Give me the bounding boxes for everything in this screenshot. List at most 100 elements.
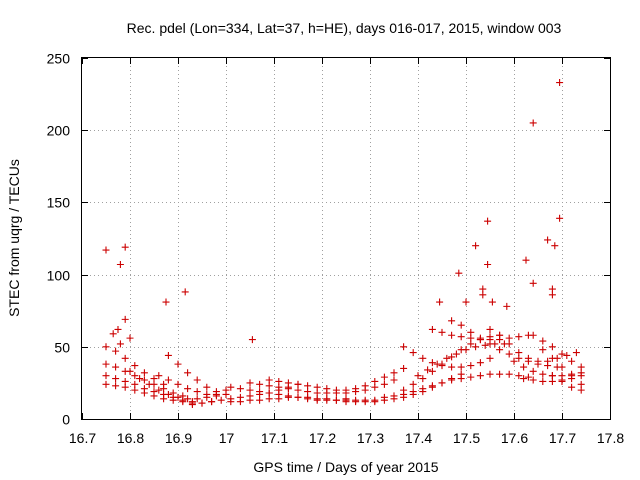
data-point [140, 389, 148, 397]
data-point [390, 376, 398, 384]
data-point [505, 350, 513, 358]
data-point [114, 325, 122, 333]
data-point [558, 363, 566, 371]
data-point [448, 376, 456, 384]
data-point [577, 372, 585, 380]
data-point [436, 298, 444, 306]
y-axis-ticks: 0 50 100 150 200 250 [47, 51, 610, 428]
data-point [548, 291, 556, 299]
data-point [198, 399, 206, 407]
data-point [409, 349, 417, 357]
data-point [179, 398, 187, 406]
data-point [476, 334, 484, 342]
data-point [467, 328, 475, 336]
data-point [246, 379, 254, 387]
data-point [217, 396, 225, 404]
data-point [248, 336, 256, 344]
x-tick-label: 17.1 [261, 430, 288, 446]
data-point [342, 386, 350, 394]
y-axis-label: STEC from uqrg / TECUs [6, 159, 22, 317]
data-point [515, 349, 523, 357]
data-point [524, 373, 532, 381]
x-axis-ticks: 16.7 16.8 16.9 17 17.1 17.2 17.3 17.4 17.5 17.6 17… [69, 58, 624, 446]
data-point [522, 256, 530, 264]
data-point [246, 396, 254, 404]
data-point [246, 386, 254, 394]
data-points [102, 79, 585, 409]
data-point [510, 357, 518, 365]
data-point [164, 390, 172, 398]
data-point [409, 380, 417, 388]
data-point [236, 398, 244, 406]
x-tick-label: 16.9 [165, 430, 192, 446]
data-point [419, 375, 427, 383]
data-point [428, 325, 436, 333]
data-point [548, 372, 556, 380]
x-tick-label: 17.4 [405, 430, 432, 446]
data-point [140, 369, 148, 377]
data-point [265, 376, 273, 384]
data-point [462, 298, 470, 306]
data-point [371, 377, 379, 385]
data-point [544, 236, 552, 244]
data-point [212, 392, 220, 400]
data-point [539, 346, 547, 354]
data-point [556, 79, 564, 87]
data-point [174, 360, 182, 368]
data-point [448, 353, 456, 361]
data-point [208, 398, 216, 406]
data-point [116, 340, 124, 348]
data-point [414, 372, 422, 380]
data-point [496, 370, 504, 378]
data-point [380, 380, 388, 388]
data-point [275, 377, 283, 385]
data-point [448, 331, 456, 339]
data-point [438, 362, 446, 370]
data-point [400, 364, 408, 372]
data-point [162, 298, 170, 306]
data-point [184, 385, 192, 393]
data-point [409, 388, 417, 396]
data-point [529, 331, 537, 339]
data-point [102, 372, 110, 380]
data-point [481, 341, 489, 349]
data-point [193, 388, 201, 396]
data-point [577, 363, 585, 371]
data-point [529, 376, 537, 384]
data-point [284, 379, 292, 387]
data-point [294, 380, 302, 388]
data-point [419, 354, 427, 362]
data-point [352, 398, 360, 406]
data-point [352, 385, 360, 393]
data-point [193, 376, 201, 384]
data-point [222, 390, 230, 398]
data-point [112, 375, 120, 383]
data-point [488, 298, 496, 306]
data-point [457, 363, 465, 371]
data-point [544, 357, 552, 365]
data-point [371, 398, 379, 406]
y-tick-label: 100 [47, 268, 71, 284]
data-point [160, 395, 168, 403]
data-point [275, 395, 283, 403]
x-tick-label: 17.7 [549, 430, 576, 446]
data-point [203, 390, 211, 398]
data-point [462, 346, 470, 354]
data-point [227, 383, 235, 391]
data-point [102, 360, 110, 368]
y-tick-label: 150 [47, 195, 71, 211]
data-point [484, 260, 492, 268]
data-point [524, 354, 532, 362]
data-point [428, 382, 436, 390]
data-point [169, 396, 177, 404]
data-point [342, 398, 350, 406]
data-point [486, 340, 494, 348]
data-point [136, 375, 144, 383]
data-point [467, 373, 475, 381]
data-point [539, 377, 547, 385]
data-point [496, 331, 504, 339]
data-point [265, 395, 273, 403]
x-tick-label: 17.3 [357, 430, 384, 446]
data-point [112, 382, 120, 390]
